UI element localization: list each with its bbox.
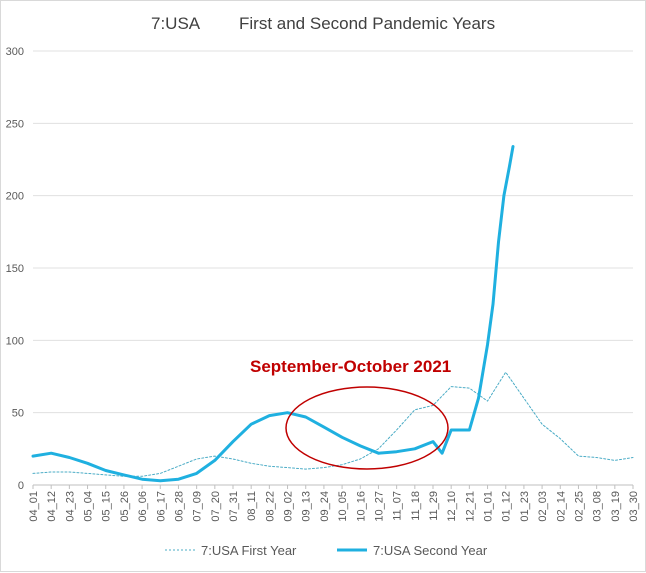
x-tick-label: 06_06 [137, 491, 149, 522]
y-axis-ticks: 0 50 100 150 200 250 300 [6, 46, 24, 492]
annotation-label: September-October 2021 [250, 357, 451, 376]
series-layer [31, 145, 634, 483]
y-tick-label: 150 [6, 263, 24, 275]
x-tick-label: 01_12 [501, 491, 513, 522]
x-tick-label: 05_04 [83, 491, 95, 522]
x-tick-label: 11_18 [410, 491, 422, 521]
highlight-ellipse [285, 386, 449, 470]
x-tick-label: 03_30 [628, 491, 640, 522]
x-tick-label: 12_21 [464, 491, 476, 522]
x-tick-label: 02_25 [573, 491, 585, 522]
x-tick-label: 03_08 [592, 491, 604, 522]
series-line-second-year [31, 145, 515, 483]
x-tick-label: 07_09 [192, 491, 204, 522]
series-line-first-year [32, 371, 634, 477]
x-tick-label: 06_28 [173, 491, 185, 522]
x-tick-label: 09_02 [283, 491, 295, 522]
x-tick-label: 09_13 [301, 491, 313, 522]
y-tick-label: 200 [6, 191, 24, 203]
x-tick-label: 11_29 [428, 491, 440, 521]
y-tick-label: 300 [6, 46, 24, 58]
y-tick-label: 50 [12, 408, 24, 420]
x-tick-label: 10_27 [373, 491, 385, 522]
x-tick-label: 08_22 [264, 491, 276, 522]
x-tick-label: 12_10 [446, 491, 458, 522]
y-tick-label: 0 [18, 480, 24, 492]
grid-layer [33, 50, 633, 486]
chart-title-right: First and Second Pandemic Years [239, 14, 495, 33]
y-tick-label: 250 [6, 118, 24, 130]
chart-title-left: 7:USA [151, 14, 201, 33]
x-tick-label: 03_19 [610, 491, 622, 522]
x-tick-label: 02_14 [555, 491, 567, 522]
x-tick-label: 10_05 [337, 491, 349, 522]
x-tick-label: 04_01 [28, 491, 40, 522]
legend: 7:USA First Year 7:USA Second Year [165, 543, 488, 558]
x-tick-label: 09_24 [319, 491, 331, 522]
x-tick-label: 06_17 [155, 491, 167, 522]
x-tick-label: 10_16 [355, 491, 367, 522]
x-tick-label: 07_31 [228, 491, 240, 522]
x-tick-label: 11_07 [392, 491, 404, 521]
x-tick-label: 05_15 [101, 491, 113, 522]
x-tick-label: 04_12 [46, 491, 58, 522]
x-tick-label: 08_11 [246, 491, 258, 521]
y-tick-label: 100 [6, 335, 24, 347]
x-tick-label: 05_26 [119, 491, 131, 522]
x-axis-ticks: 04_01 04_12 04_23 05_04 05_15 05_26 06_06 06_17… [28, 485, 640, 522]
x-tick-label: 02_03 [537, 491, 549, 522]
x-tick-label: 04_23 [64, 491, 76, 522]
x-tick-label: 01_23 [519, 491, 531, 522]
legend-label-second-year: 7:USA Second Year [373, 543, 488, 558]
x-tick-label: 07_20 [210, 491, 222, 522]
legend-label-first-year: 7:USA First Year [201, 543, 297, 558]
x-tick-label: 01_01 [483, 491, 495, 522]
